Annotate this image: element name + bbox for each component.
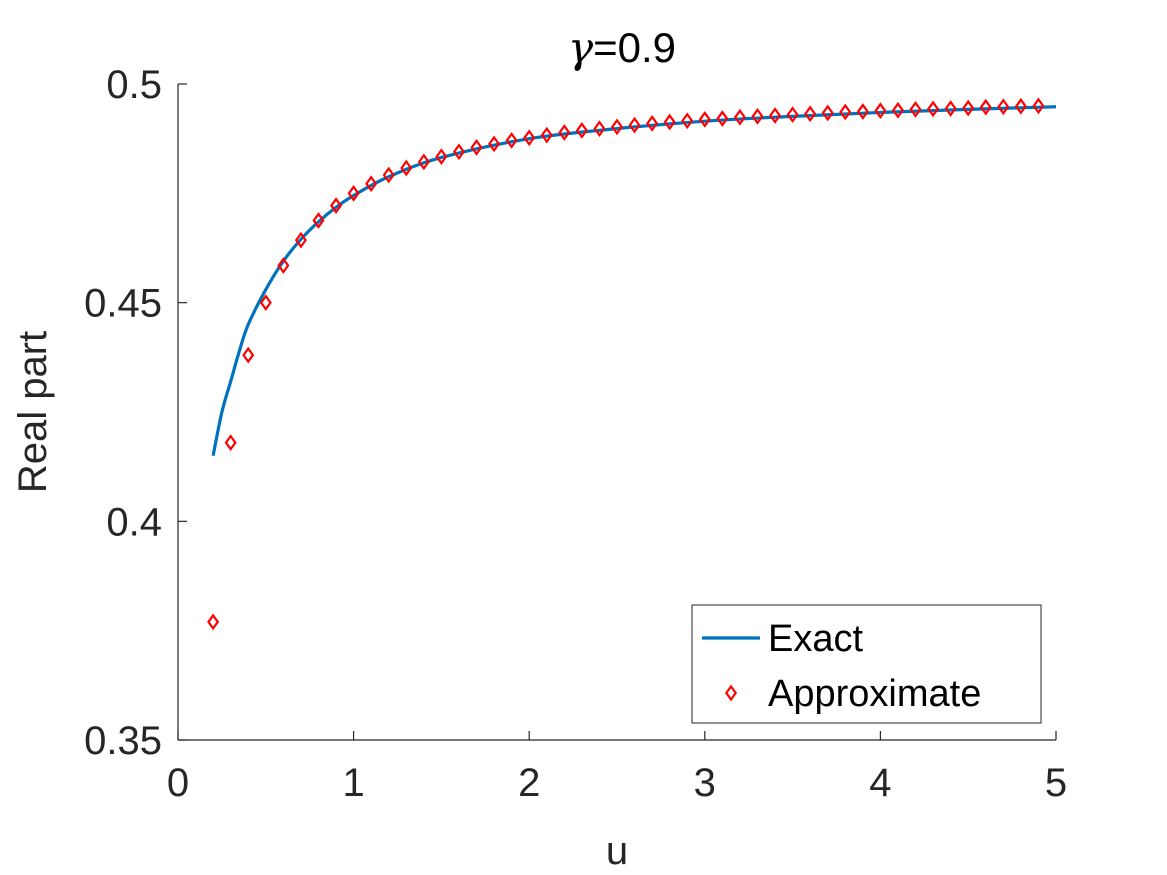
data-point-approximate <box>610 118 624 136</box>
data-point-approximate <box>891 101 904 119</box>
data-point-approximate <box>400 159 413 177</box>
y-axis-label: Real part <box>11 331 55 493</box>
legend: Exact Approximate <box>691 604 1042 724</box>
y-tick-label: 0.35 <box>84 719 162 763</box>
data-point-approximate <box>207 613 220 631</box>
data-point-approximate <box>558 124 571 141</box>
data-point-approximate <box>681 112 694 130</box>
data-point-approximate <box>224 434 237 451</box>
data-point-approximate <box>593 120 606 137</box>
y-tick-label: 0.5 <box>106 63 162 107</box>
data-point-approximate <box>874 102 887 120</box>
data-point-approximate <box>944 100 957 117</box>
data-point-approximate <box>1014 97 1027 115</box>
chart-title: γ=0.9 <box>568 23 676 72</box>
legend-label: Exact <box>768 618 863 660</box>
data-point-approximate <box>382 166 395 184</box>
legend-label: Approximate <box>768 673 981 715</box>
data-point-approximate <box>540 126 553 144</box>
data-point-approximate <box>804 105 817 123</box>
legend-box <box>691 604 1042 724</box>
data-point-approximate <box>277 257 290 274</box>
legend-swatch-approximate <box>724 684 738 702</box>
data-point-approximate <box>786 106 799 123</box>
chart-title-group: γ=0.9 <box>568 23 676 72</box>
data-point-approximate <box>769 107 782 124</box>
data-point-approximate <box>435 148 448 165</box>
series-line-exact <box>211 105 1057 457</box>
x-axis-label: u <box>606 829 628 873</box>
data-point-approximate <box>997 98 1010 116</box>
data-point-approximate <box>312 212 325 229</box>
data-point-approximate <box>663 113 676 131</box>
y-tick-label: 0.45 <box>84 282 162 326</box>
data-point-approximate <box>979 98 992 116</box>
data-point-approximate <box>821 104 834 122</box>
data-point-approximate <box>927 100 940 118</box>
x-tick-label: 3 <box>694 761 716 805</box>
data-point-approximate <box>1032 97 1045 115</box>
x-tick-label: 2 <box>518 761 540 805</box>
data-point-approximate <box>330 197 343 214</box>
axes <box>177 84 1056 741</box>
data-point-approximate <box>452 143 465 161</box>
data-point-approximate <box>856 103 869 120</box>
data-point-approximate <box>488 135 501 153</box>
data-point-approximate <box>294 231 307 249</box>
data-point-approximate <box>417 153 430 171</box>
data-point-approximate <box>523 129 536 147</box>
data-point-approximate <box>242 346 255 364</box>
ticks: 0 1 2 3 4 5 0.35 0.4 0.45 0.5 <box>84 63 1067 805</box>
data-point-approximate <box>575 121 588 139</box>
y-tick-label: 0.4 <box>106 500 162 544</box>
data-point-approximate <box>698 111 711 128</box>
x-tick-label: 5 <box>1045 761 1067 805</box>
data-point-approximate <box>716 110 729 127</box>
data-point-approximate <box>505 132 518 149</box>
data-point-approximate <box>909 100 922 118</box>
x-tick-label: 1 <box>342 761 364 805</box>
series-layer <box>207 97 1057 631</box>
chart-title-symbol: γ <box>568 23 594 72</box>
x-tick-label: 0 <box>167 761 189 805</box>
data-point-approximate <box>628 116 641 134</box>
data-point-approximate <box>259 294 272 312</box>
data-point-approximate <box>646 114 659 132</box>
data-point-approximate <box>365 175 378 193</box>
chart-title-value: =0.9 <box>593 24 676 71</box>
data-point-approximate <box>751 107 764 125</box>
data-point-approximate <box>347 184 360 202</box>
data-point-approximate <box>962 99 975 117</box>
data-point-approximate <box>839 103 852 121</box>
data-point-approximate <box>470 139 483 156</box>
x-tick-label: 4 <box>869 761 891 805</box>
data-point-approximate <box>733 108 746 126</box>
